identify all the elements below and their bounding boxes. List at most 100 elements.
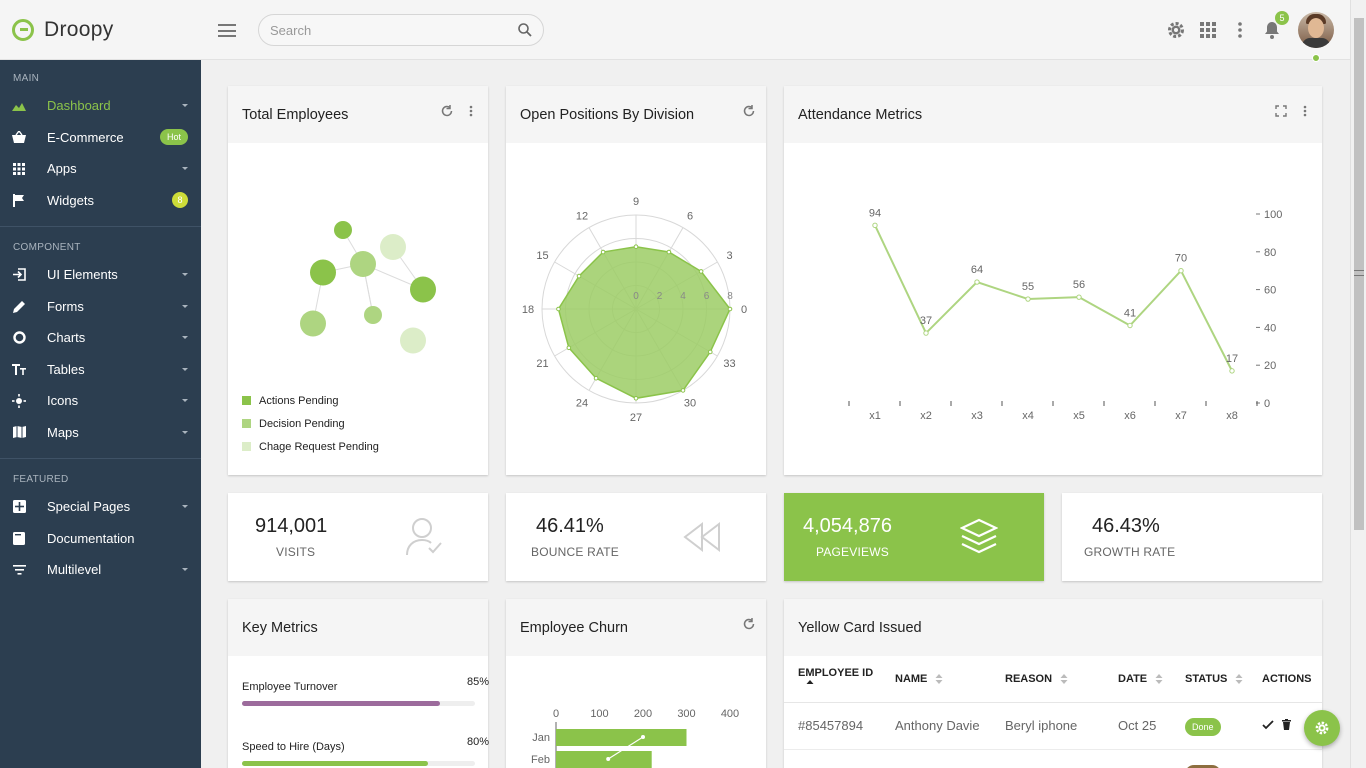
radar-point <box>707 349 713 355</box>
scrollbar-thumb[interactable] <box>1354 18 1364 530</box>
churn-line-point <box>641 735 645 739</box>
sidebar-item-label: Forms <box>47 298 84 314</box>
x-tick-label: 0 <box>553 708 559 720</box>
card-title: Total Employees <box>242 107 349 123</box>
user-check-icon <box>406 518 442 556</box>
brand[interactable]: Droopy <box>12 18 114 42</box>
pages-icon <box>12 500 26 514</box>
chevron-down-icon <box>182 304 188 308</box>
more-vertical-icon[interactable] <box>464 104 478 118</box>
refresh-icon[interactable] <box>742 617 756 631</box>
churn-line <box>607 736 644 760</box>
metric-percent: 80% <box>466 736 489 748</box>
column-header[interactable]: STATUS <box>1171 656 1248 703</box>
bell-icon[interactable]: 5 <box>1260 11 1289 42</box>
radar-angle-label: 3 <box>726 250 732 262</box>
sidebar-item-multilevel[interactable]: Multilevel <box>0 554 201 586</box>
more-vertical-icon[interactable] <box>1298 104 1312 118</box>
fullscreen-icon[interactable] <box>1274 104 1288 118</box>
apps-grid-icon[interactable] <box>1196 18 1220 42</box>
search-input[interactable] <box>259 15 499 45</box>
column-header-label: EMPLOYEE ID <box>798 666 874 679</box>
metric-employee-turnover: Employee Turnover 85% <box>242 676 489 706</box>
chevron-down-icon <box>182 505 188 509</box>
status-badge: Done <box>1185 718 1221 736</box>
sidebar-item-dashboard[interactable]: Dashboard <box>0 90 201 122</box>
sort-icon[interactable] <box>1235 673 1243 684</box>
column-header[interactable]: EMPLOYEE ID <box>784 656 881 703</box>
legend-swatch <box>242 419 251 428</box>
column-header-label: REASON <box>1005 672 1053 685</box>
progress-fill <box>242 701 441 706</box>
sidebar-item-label: Charts <box>47 330 86 346</box>
notification-count-badge: 5 <box>1275 11 1289 25</box>
x-tick-label: 100 <box>590 708 608 720</box>
trash-icon[interactable] <box>1282 719 1291 730</box>
gear-icon[interactable] <box>1164 18 1188 42</box>
column-header[interactable]: DATE <box>1104 656 1171 703</box>
page-scrollbar[interactable] <box>1350 0 1366 768</box>
data-label: 17 <box>1226 353 1238 365</box>
sidebar-item-apps[interactable]: Apps <box>0 153 201 185</box>
avatar[interactable] <box>1298 12 1334 48</box>
sort-icon[interactable] <box>1060 673 1068 684</box>
login-icon <box>12 268 26 282</box>
x-tick-label: x6 <box>1124 410 1136 422</box>
flag-icon <box>12 193 26 207</box>
hot-badge: Hot <box>159 129 188 146</box>
x-tick-label: 300 <box>677 708 695 720</box>
sidebar-item-label: E-Commerce <box>47 129 124 145</box>
sidebar-item-icons[interactable]: Icons <box>0 385 201 417</box>
column-header-label: STATUS <box>1185 672 1228 685</box>
data-point <box>1025 296 1031 302</box>
radar-point <box>566 345 572 351</box>
map-icon <box>12 425 26 439</box>
radar-point <box>680 388 686 393</box>
legend-item: Actions Pending <box>242 389 379 412</box>
column-header-label: DATE <box>1118 672 1148 685</box>
sort-icon[interactable] <box>806 679 814 690</box>
sidebar-item-documentation[interactable]: Documentation <box>0 523 201 555</box>
search-icon[interactable] <box>517 22 533 38</box>
sort-icon[interactable] <box>1155 673 1163 684</box>
yellow-card-table: EMPLOYEE ID NAME REASON DATE STATUS ACTIONS #… <box>784 656 1322 768</box>
column-header[interactable]: NAME <box>881 656 991 703</box>
y-tick-label: 80 <box>1264 247 1276 259</box>
employee-churn-card: Employee Churn 0 100 200 300 400 Jan Feb <box>506 599 766 768</box>
metric-label: Speed to Hire (Days) <box>242 741 345 753</box>
sidebar-item-charts[interactable]: Charts <box>0 322 201 354</box>
table-row[interactable]: #85457894 Anthony Davie Beryl iphone Oct 25… <box>784 702 1322 750</box>
sidebar-item-widgets[interactable]: Widgets 8 <box>0 185 201 217</box>
y-tick-label: 100 <box>1264 209 1282 221</box>
total-employees-card: Total Employees Actions Pending Decision … <box>228 86 488 475</box>
sidebar-item-tables[interactable]: Tables <box>0 354 201 386</box>
refresh-icon[interactable] <box>440 104 454 118</box>
column-header[interactable]: REASON <box>991 656 1104 703</box>
sidebar-item-special-pages[interactable]: Special Pages <box>0 491 201 523</box>
refresh-icon[interactable] <box>742 104 756 118</box>
more-vertical-icon[interactable] <box>1228 18 1252 42</box>
sidebar-item-maps[interactable]: Maps <box>0 417 201 449</box>
sidebar-item-forms[interactable]: Forms <box>0 291 201 323</box>
sidebar-item-ui-elements[interactable]: UI Elements <box>0 259 201 291</box>
sort-icon[interactable] <box>935 673 943 684</box>
y-tick-label: Feb <box>531 754 550 766</box>
x-tick-label: x3 <box>971 410 983 422</box>
top-icons: 5 <box>1156 11 1334 62</box>
radar-point <box>556 306 561 312</box>
card-title: Open Positions By Division <box>520 107 695 123</box>
sidebar-section-heading: FEATURED <box>13 474 69 485</box>
settings-fab[interactable] <box>1304 710 1340 746</box>
radar-radial-tick: 0 <box>633 291 639 302</box>
column-header[interactable]: ACTIONS <box>1248 656 1322 703</box>
text-size-icon <box>12 362 26 376</box>
radar-angle-label: 15 <box>536 250 548 262</box>
top-bar: Droopy 5 <box>0 0 1350 62</box>
x-tick-label: 200 <box>634 708 652 720</box>
data-label: 94 <box>869 207 881 219</box>
sidebar-item-e-commerce[interactable]: E-Commerce Hot <box>0 122 201 154</box>
check-icon[interactable] <box>1262 720 1274 730</box>
status-badge: Done <box>1185 765 1221 768</box>
menu-toggle-icon[interactable] <box>218 24 236 37</box>
table-row[interactable]: Done <box>784 749 1322 768</box>
